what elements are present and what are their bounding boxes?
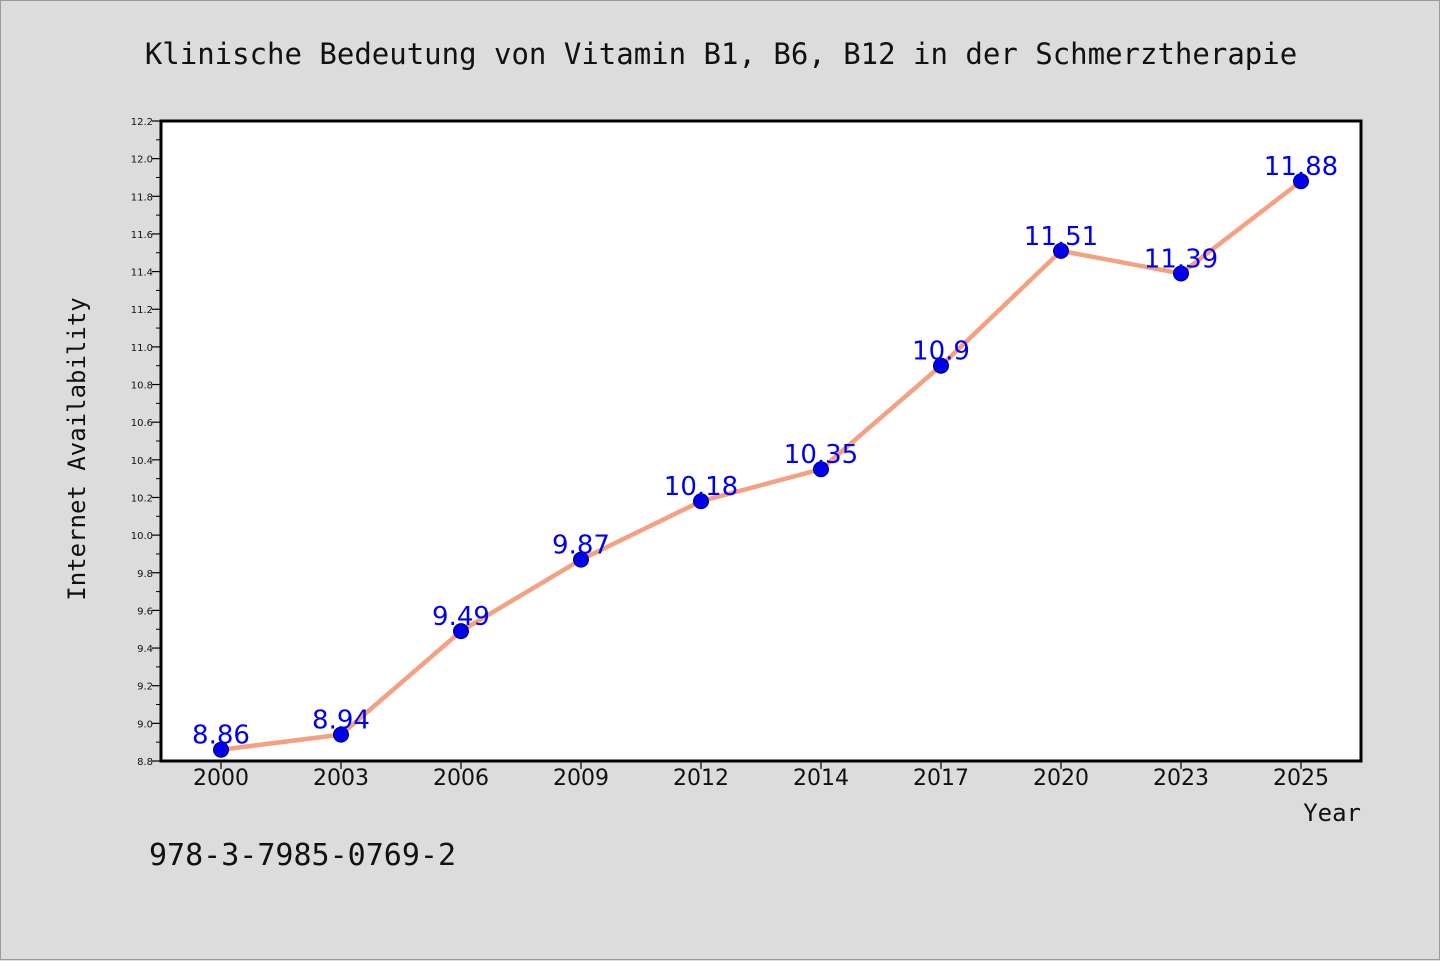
x-tick-label: 2003	[313, 766, 369, 791]
data-point-marker	[813, 461, 829, 478]
y-tick-label: 9.6	[137, 606, 153, 617]
y-tick-label: 11.8	[131, 192, 153, 203]
y-tick-label: 12.0	[131, 155, 153, 166]
x-tick-label: 2014	[793, 766, 849, 791]
data-point-marker	[693, 493, 709, 510]
data-series: 8.86 8.94 9.49 9.87 10.18 10.35 10.9 11.51 11.39…	[192, 152, 1338, 758]
x-tick-label: 2017	[913, 766, 969, 791]
chart-title: Klinische Bedeutung von Vitamin B1, B6, …	[145, 37, 1297, 71]
data-point-label: 11.39	[1144, 244, 1218, 274]
data-point-label: 10.18	[664, 472, 738, 502]
y-tick-label: 10.0	[131, 531, 153, 542]
x-tick-label: 2012	[673, 766, 729, 791]
y-tick-label: 8.8	[137, 757, 153, 768]
y-tick-label: 12.2	[131, 117, 153, 128]
data-point-label: 9.49	[432, 602, 490, 632]
y-tick-label: 10.2	[131, 493, 153, 504]
data-point-label: 9.87	[552, 531, 610, 561]
data-point-marker	[213, 741, 229, 758]
y-tick-label: 9.8	[137, 569, 153, 580]
x-tick-label: 2020	[1033, 766, 1089, 791]
data-point-label: 11.88	[1264, 152, 1338, 182]
y-axis: 8.8 9.0 9.2 9.4 9.6 9.8 10.0 10.2 10.4 10.6 10.8 11…	[131, 117, 161, 768]
x-tick-label: 2023	[1153, 766, 1209, 791]
data-point-marker	[1293, 173, 1309, 190]
data-point-marker	[573, 551, 589, 568]
y-tick-label: 9.4	[137, 644, 153, 655]
data-point-marker	[933, 357, 949, 374]
series-line	[220, 179, 1303, 752]
x-tick-label: 2000	[193, 766, 249, 791]
x-tick-label: 2006	[433, 766, 489, 791]
y-tick-label: 10.6	[131, 418, 153, 429]
x-tick-label: 2009	[553, 766, 609, 791]
data-point-label: 8.86	[192, 721, 250, 751]
y-tick-label: 9.2	[137, 682, 153, 693]
data-point-marker	[1053, 242, 1069, 259]
y-tick-label: 10.8	[131, 381, 153, 392]
y-tick-label: 10.4	[131, 456, 153, 467]
x-axis-label: Year	[1303, 799, 1361, 827]
y-tick-label: 11.6	[131, 230, 153, 241]
data-point-marker	[453, 623, 469, 640]
plot-area	[159, 119, 1363, 763]
y-axis-label: Internet Availability	[63, 297, 91, 600]
data-point-label: 8.94	[312, 706, 370, 736]
data-point-label: 10.9	[912, 337, 970, 367]
data-point-marker	[1173, 265, 1189, 282]
x-axis: 2000 2003 2006 2009 2012 2014 2017 2020 2023 2025	[193, 761, 1329, 791]
data-point-label: 11.51	[1024, 222, 1098, 252]
y-tick-label: 11.0	[131, 343, 153, 354]
y-tick-label: 11.4	[131, 268, 153, 279]
footer-isbn: 978-3-7985-0769-2	[149, 838, 456, 873]
data-point-label: 10.35	[784, 440, 858, 470]
y-tick-label: 11.2	[131, 305, 153, 316]
data-point-marker	[333, 726, 349, 743]
y-tick-label: 9.0	[137, 719, 153, 730]
x-tick-label: 2025	[1273, 766, 1329, 791]
